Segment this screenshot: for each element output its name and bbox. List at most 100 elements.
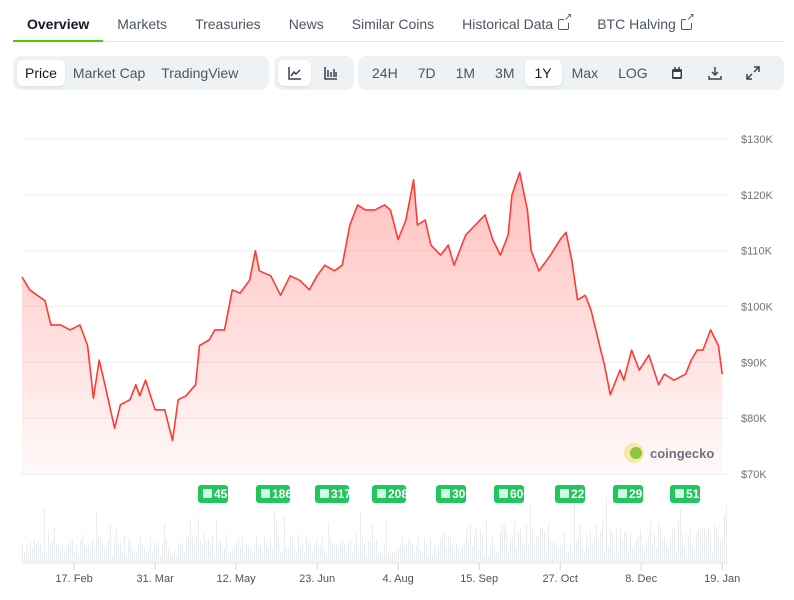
y-tick-label: $110K — [741, 246, 773, 258]
volume-bar — [590, 531, 591, 563]
volume-bar — [608, 546, 609, 563]
news-badge[interactable]: 45 — [198, 485, 228, 503]
volume-bar — [560, 545, 561, 563]
news-badge[interactable]: 60 — [494, 485, 524, 503]
volume-bar — [184, 552, 185, 563]
news-badge[interactable]: 30 — [436, 485, 466, 503]
range-3m[interactable]: 3M — [495, 65, 515, 81]
volume-bar — [142, 544, 143, 563]
news-badge[interactable]: 51 — [670, 485, 700, 503]
volume-bar — [668, 549, 669, 563]
volume-bar — [584, 552, 585, 563]
download-icon[interactable] — [696, 60, 734, 86]
tab-historical-data[interactable]: Historical Data — [448, 0, 583, 41]
volume-bar — [260, 546, 261, 563]
volume-bar — [636, 540, 637, 563]
volume-bar — [716, 527, 717, 563]
news-badge[interactable]: 317 — [315, 485, 351, 503]
volume-bar — [606, 497, 607, 563]
x-tick-label: 8. Dec — [625, 573, 657, 585]
news-badge[interactable]: 29 — [613, 485, 643, 503]
range-7d[interactable]: 7D — [417, 65, 436, 81]
volume-bar — [484, 554, 485, 563]
volume-bar — [22, 544, 23, 563]
volume-bar — [296, 552, 297, 563]
line-chart-icon[interactable] — [278, 60, 312, 86]
volume-bar — [218, 540, 219, 563]
volume-bar — [532, 529, 533, 563]
volume-bar — [600, 531, 601, 563]
volume-bar — [90, 549, 91, 563]
range-log[interactable]: LOG — [618, 65, 648, 81]
volume-bar — [384, 544, 385, 563]
volume-bar — [358, 551, 359, 563]
volume-bar — [298, 533, 299, 563]
volume-bar — [250, 547, 251, 563]
volume-bar — [28, 553, 29, 563]
tab-treasuries[interactable]: Treasuries — [181, 0, 275, 41]
volume-bar — [348, 544, 349, 563]
news-badge[interactable]: 208 — [372, 485, 408, 503]
expand-icon[interactable] — [734, 60, 772, 86]
volume-bar — [498, 554, 499, 563]
volume-bar — [656, 547, 657, 563]
ohlc-chart-icon[interactable] — [311, 60, 350, 86]
tab-similar-coins[interactable]: Similar Coins — [338, 0, 448, 41]
volume-bar — [206, 540, 207, 563]
volume-bar — [320, 545, 321, 563]
gecko-head — [630, 447, 642, 459]
volume-bar — [144, 548, 145, 563]
tab-btc-halving[interactable]: BTC Halving — [583, 0, 706, 41]
volume-bar — [464, 543, 465, 563]
volume-bar — [304, 552, 305, 563]
range-24h[interactable]: 24H — [372, 65, 398, 81]
chart-type-tradingview[interactable]: TradingView — [161, 65, 239, 81]
tab-markets[interactable]: Markets — [103, 0, 181, 41]
range-1m[interactable]: 1M — [455, 65, 476, 81]
volume-bar — [154, 541, 155, 563]
volume-bar — [316, 538, 317, 563]
range-1y[interactable]: 1Y — [524, 60, 562, 86]
volume-bar — [452, 546, 453, 563]
volume-bar — [400, 544, 401, 563]
volume-bar — [72, 538, 73, 563]
volume-bar — [198, 518, 199, 563]
chart-type-price[interactable]: Price — [17, 60, 65, 86]
volume-bar — [162, 545, 163, 563]
volume-bar — [504, 525, 505, 563]
tab-news[interactable]: News — [275, 0, 338, 41]
volume-bar — [182, 543, 183, 563]
newspaper-icon — [377, 489, 386, 498]
tab-overview[interactable]: Overview — [13, 0, 104, 42]
volume-bar — [362, 536, 363, 563]
volume-bar — [456, 542, 457, 563]
volume-bar — [626, 530, 627, 563]
volume-bar — [414, 552, 415, 563]
volume-bar — [592, 543, 593, 563]
volume-bar — [376, 540, 377, 563]
news-badge[interactable]: 186 — [256, 485, 292, 503]
newspaper-icon — [441, 489, 450, 498]
volume-bar — [186, 540, 187, 563]
chart-type-market-cap[interactable]: Market Cap — [72, 65, 146, 81]
volume-bar — [174, 550, 175, 563]
x-tick-label: 31. Mar — [136, 573, 174, 585]
volume-bar — [368, 541, 369, 563]
volume-bar — [704, 528, 705, 563]
volume-bar — [408, 537, 409, 563]
coingecko-logo: coingecko — [624, 443, 714, 463]
y-tick-label: $120K — [741, 190, 773, 202]
y-tick-label: $100K — [741, 302, 773, 314]
newspaper-icon — [499, 489, 508, 498]
range-max[interactable]: Max — [571, 65, 599, 81]
volume-bar — [44, 509, 45, 563]
volume-bar — [494, 546, 495, 563]
calendar-icon[interactable] — [658, 60, 696, 86]
volume-bar — [86, 545, 87, 563]
volume-bar — [714, 524, 715, 563]
volume-bar — [472, 547, 473, 563]
volume-bar — [50, 545, 51, 563]
volume-bar — [268, 547, 269, 563]
news-badge[interactable]: 22 — [555, 485, 585, 503]
